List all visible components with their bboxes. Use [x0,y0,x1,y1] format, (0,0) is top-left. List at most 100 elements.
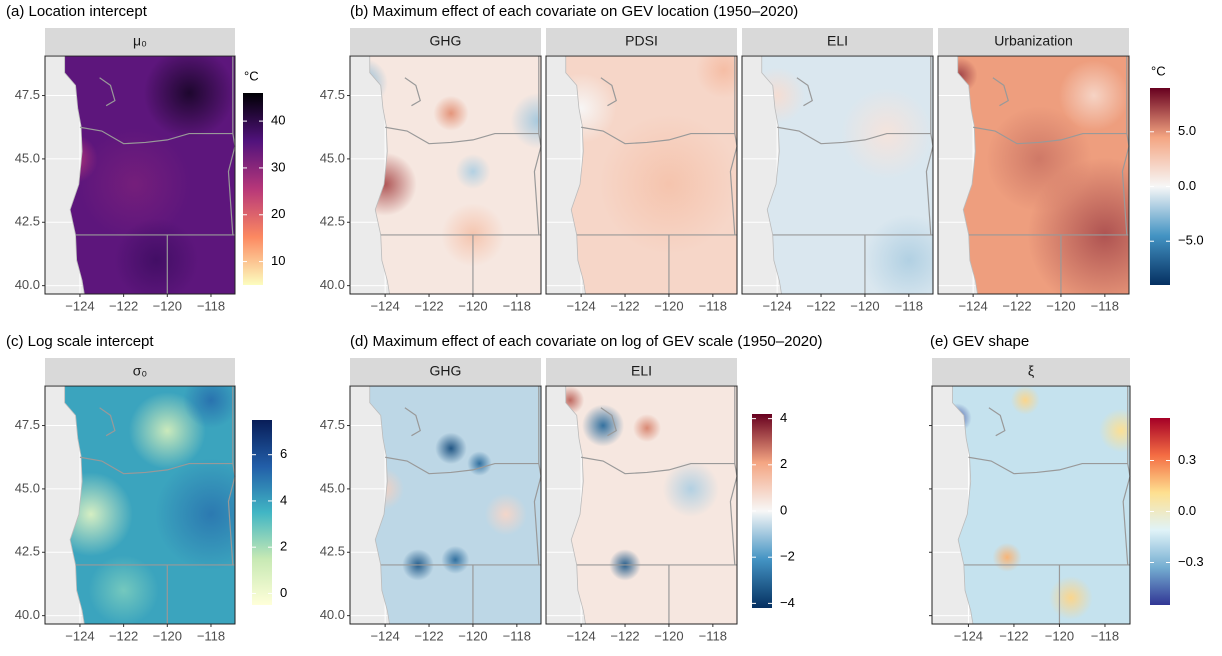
x-tick-label: −120 [1046,298,1075,313]
map-blob [78,128,191,241]
facet-strip [938,28,1129,55]
y-tick-label: 40.0 [15,607,40,622]
map-blob [1058,60,1129,131]
colorbar-tick-label: 4 [280,492,287,507]
x-tick-label: −124 [566,628,595,643]
x-tick-label: −118 [699,298,727,313]
colorbar-tick-label: 10 [271,253,285,268]
colorbar [252,420,272,605]
colorbar-tick-label: −5.0 [1178,233,1204,248]
map-blob [863,214,933,294]
state-border [581,456,735,475]
x-tick-label: −118 [503,298,531,313]
state-border [99,407,116,437]
x-tick-label: −124 [762,298,791,313]
map-blob [992,542,1022,572]
colorbar [243,93,263,285]
state-border [385,126,539,145]
x-tick-label: −120 [153,298,182,313]
colorbar-tick-label: 0.0 [1178,503,1196,518]
map-blob [986,106,1092,212]
facet-label: PDSI [625,33,658,49]
x-tick-label: −118 [197,298,225,313]
state-border [385,456,539,475]
x-tick-label: −118 [1091,298,1119,313]
panel-border [44,385,236,625]
colorbar-tick-label: 30 [271,159,285,174]
panel-border [349,385,542,625]
map-surface [957,56,1129,294]
colorbar-tick-label: 6 [280,446,287,461]
colorbar [1150,88,1170,285]
y-tick-label: 47.5 [320,417,345,432]
x-tick-label: −120 [654,628,683,643]
facet-strip [546,358,737,385]
map-blob [582,404,625,447]
state-border [796,77,813,107]
y-tick-label: 40.0 [15,277,40,292]
colorbar [752,414,772,608]
map-blob [1010,386,1040,415]
x-tick-label: −118 [699,628,727,643]
panel-border [937,55,1130,295]
facet-strip [546,28,737,55]
x-tick-label: −124 [65,628,94,643]
y-tick-label: 45.0 [320,480,345,495]
facet-strip [932,358,1130,385]
panel-border [741,55,934,295]
y-tick-label: 47.5 [15,417,40,432]
y-tick-label: 42.5 [15,214,40,229]
state-border [581,126,735,145]
facet-strip [742,28,933,55]
x-tick-label: −120 [850,298,879,313]
facet-label: σ₀ [133,363,148,379]
state-border [777,126,931,145]
x-tick-label: −122 [999,628,1028,643]
x-tick-label: −120 [458,628,487,643]
map-blob [1048,576,1093,620]
map-blob [369,152,417,216]
y-tick-label: 47.5 [15,87,40,102]
y-tick-label: 40.0 [320,277,345,292]
state-border [600,77,617,107]
map-surface [565,56,737,294]
map-blob [565,73,617,144]
panel-title: (c) Log scale intercept [6,333,154,350]
state-border [968,456,1128,475]
colorbar-title: °C [244,68,259,83]
x-tick-label: −122 [414,298,443,313]
facet-label: μ₀ [133,33,147,49]
map-blob [598,113,737,255]
facet-strip [350,358,541,385]
state-border [973,126,1127,145]
panel-border [349,55,542,295]
state-border [988,407,1006,437]
x-tick-label: −124 [954,628,983,643]
map-blob [114,218,199,294]
map-blob [441,545,470,574]
x-tick-label: −124 [566,298,595,313]
x-tick-label: −120 [153,628,182,643]
facet-strip [45,358,235,385]
state-border [992,77,1009,107]
panel-border [931,385,1131,625]
facet-label: GHG [430,363,462,379]
map-blob [662,460,719,518]
colorbar-tick-label: −2 [780,549,795,564]
panel-title: (a) Location intercept [6,3,148,20]
x-tick-label: −124 [65,298,94,313]
panel-border [44,55,236,295]
state-border [79,126,233,145]
x-tick-label: −122 [610,298,639,313]
map-blob [88,555,159,624]
y-tick-label: 45.0 [15,480,40,495]
x-tick-label: −122 [806,298,835,313]
x-tick-label: −120 [654,298,683,313]
colorbar-tick-label: 40 [271,113,285,128]
facet-label: ξ [1028,363,1034,379]
panel-title: (e) GEV shape [930,333,1029,350]
state-border [600,407,617,437]
colorbar-tick-label: 0 [780,502,787,517]
facet-strip [350,28,541,55]
